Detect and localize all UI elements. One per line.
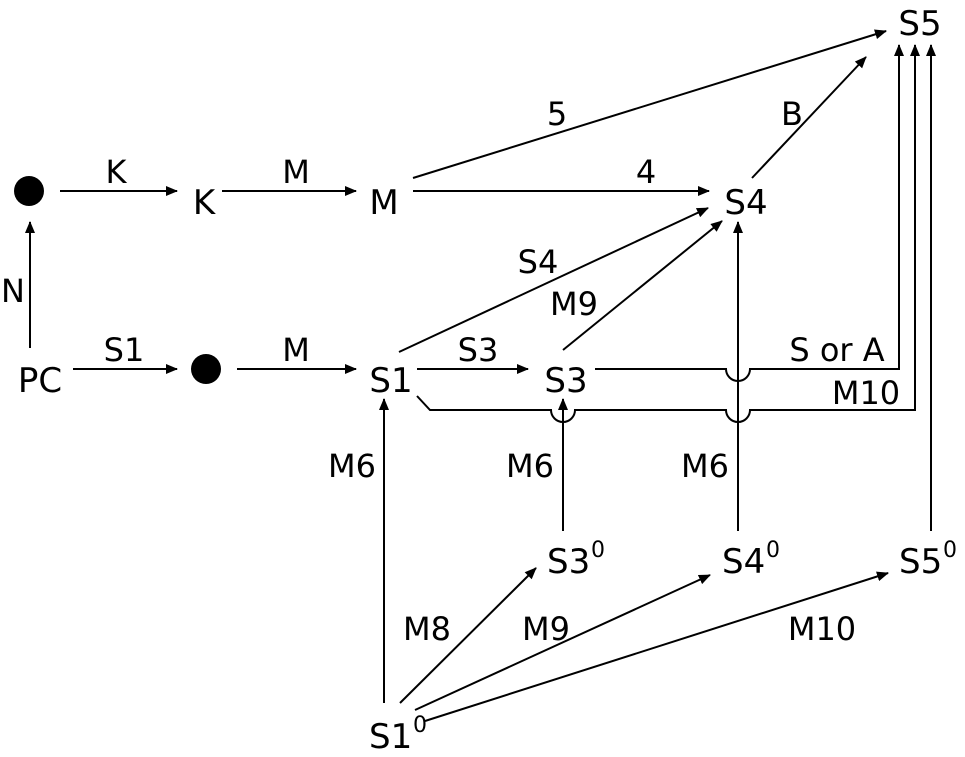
node-s3-zero-superscript: 0 bbox=[591, 538, 605, 563]
edge-label-m8: M8 bbox=[403, 610, 451, 648]
edge-label-n: N bbox=[1, 272, 25, 310]
edge-label-m6-left: M6 bbox=[328, 447, 376, 485]
edge-m-to-s5 bbox=[412, 29, 887, 179]
node-s1-zero-superscript: 0 bbox=[413, 713, 427, 738]
edge-label-m-mid: M bbox=[282, 331, 310, 369]
node-s4-zero: S4 bbox=[722, 542, 765, 582]
node-s3: S3 bbox=[544, 361, 587, 401]
edge-s1-to-s5 bbox=[416, 44, 920, 423]
node-pc: PC bbox=[18, 361, 62, 401]
edge-s1zero-to-s4zero bbox=[414, 574, 711, 711]
node-s4: S4 bbox=[724, 183, 767, 223]
edge-label-m9-lower: M9 bbox=[522, 610, 570, 648]
start-dot-middle bbox=[191, 354, 221, 384]
edge-s4-to-s5 bbox=[751, 56, 867, 179]
edge-label-m10-lower: M10 bbox=[788, 610, 856, 648]
node-m: M bbox=[369, 183, 398, 223]
edge-label-s-or-a: S or A bbox=[789, 331, 884, 369]
edge-label-m9-upper: M9 bbox=[550, 285, 598, 323]
node-s5-zero: S5 bbox=[899, 542, 942, 582]
edge-label-4: 4 bbox=[636, 153, 656, 191]
edge-label-b: B bbox=[781, 95, 803, 133]
edge-label-s4: S4 bbox=[518, 243, 559, 281]
edge-s3-to-s4 bbox=[562, 220, 723, 351]
edge-s1zero-to-s5zero bbox=[424, 571, 889, 722]
node-s4-zero-superscript: 0 bbox=[766, 538, 780, 563]
edge-label-m6-right: M6 bbox=[681, 447, 729, 485]
node-s3-zero: S3 bbox=[547, 542, 590, 582]
edge-label-k: K bbox=[106, 153, 128, 191]
edge-label-s3: S3 bbox=[458, 331, 499, 369]
node-s1-zero: S1 bbox=[369, 717, 412, 757]
node-s5-zero-superscript: 0 bbox=[943, 538, 957, 563]
edge-label-m-top: M bbox=[282, 153, 310, 191]
node-s1: S1 bbox=[369, 361, 412, 401]
node-s5: S5 bbox=[898, 4, 941, 44]
node-k: K bbox=[193, 183, 217, 223]
edge-label-s1: S1 bbox=[104, 331, 145, 369]
edge-s1zero-to-s3zero bbox=[399, 567, 537, 704]
edge-label-m6-mid: M6 bbox=[506, 447, 554, 485]
edge-label-m10-upper: M10 bbox=[832, 374, 900, 412]
edge-label-5: 5 bbox=[547, 95, 567, 133]
edge-s3-to-s5 bbox=[595, 44, 904, 382]
edge-s1-to-s4 bbox=[398, 207, 709, 353]
start-dot-top bbox=[14, 176, 44, 206]
